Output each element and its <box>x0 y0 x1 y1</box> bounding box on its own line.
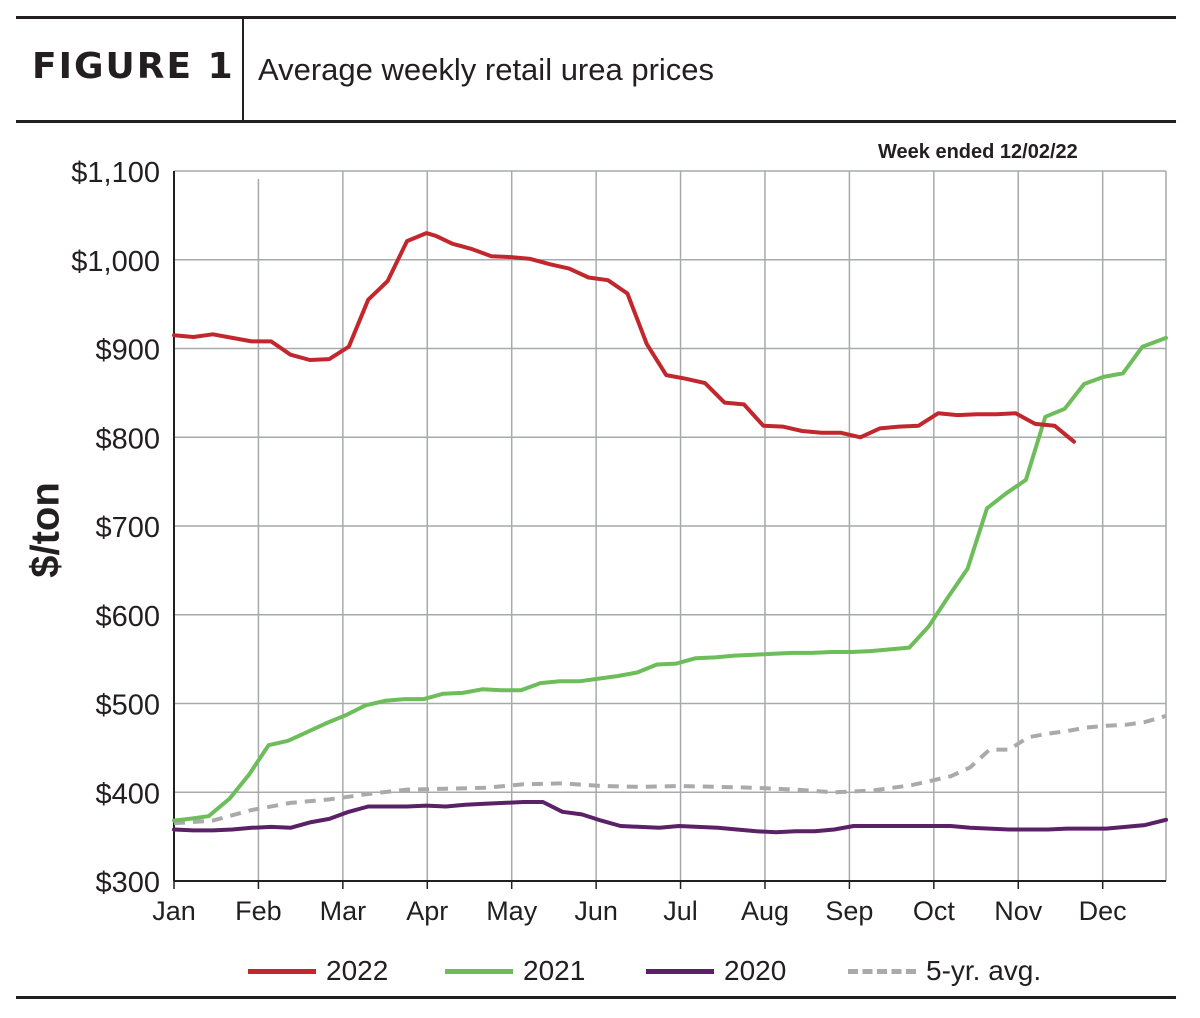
y-tick-label: $1,100 <box>71 157 160 189</box>
chart-legend: 2022 2021 2020 5-yr. avg. <box>0 955 1200 991</box>
y-tick-label: $800 <box>95 423 160 455</box>
series-line-5-yr-avg <box>173 713 1167 826</box>
series-line-2020 <box>172 800 1168 835</box>
week-ended-note: Week ended 12/02/22 <box>878 141 1078 163</box>
series-line-2022 <box>172 231 1076 444</box>
x-tick-label: May <box>486 896 538 926</box>
x-tick-label: Jul <box>663 896 698 926</box>
header-divider <box>242 18 244 122</box>
y-tick-label: $600 <box>95 601 160 633</box>
x-tick-label: Dec <box>1079 896 1127 926</box>
figure-label: FIGURE 1 <box>32 46 235 87</box>
bottom-rule <box>16 996 1176 999</box>
x-tick-label: Mar <box>320 896 367 926</box>
y-tick-label: $400 <box>95 778 160 810</box>
legend-item-2022: 2022 <box>248 955 388 987</box>
legend-label-2022: 2022 <box>326 955 389 986</box>
legend-swatch-2022 <box>248 968 316 974</box>
legend-swatch-2020 <box>646 968 714 974</box>
legend-swatch-2021 <box>445 968 513 974</box>
legend-item-5yr-avg: 5-yr. avg. <box>848 955 1041 987</box>
y-tick-label: $1,000 <box>71 246 160 278</box>
legend-label-5yr-avg: 5-yr. avg. <box>926 955 1042 986</box>
y-tick-label: $900 <box>95 335 160 367</box>
top-rule <box>16 16 1176 19</box>
legend-label-2021: 2021 <box>523 955 586 986</box>
y-tick-label: $500 <box>95 690 160 722</box>
y-tick-label: $300 <box>95 867 160 899</box>
x-tick-label: Nov <box>994 896 1043 926</box>
x-tick-label: Jun <box>574 896 618 926</box>
x-tick-label: Apr <box>406 896 448 926</box>
figure-title: Average weekly retail urea prices <box>258 52 715 87</box>
legend-swatch-5yr-avg <box>848 968 916 974</box>
x-tick-label: Feb <box>235 896 282 926</box>
x-tick-label: Aug <box>741 896 789 926</box>
x-tick-label: Jan <box>152 896 196 926</box>
x-tick-label: Sep <box>825 896 873 926</box>
y-tick-label: $700 <box>95 512 160 544</box>
legend-item-2020: 2020 <box>646 955 786 987</box>
legend-label-2020: 2020 <box>724 955 787 986</box>
header-bottom-rule <box>16 120 1176 123</box>
legend-item-2021: 2021 <box>445 955 585 987</box>
series-line-2021 <box>172 335 1168 823</box>
x-tick-label: Oct <box>913 896 956 926</box>
